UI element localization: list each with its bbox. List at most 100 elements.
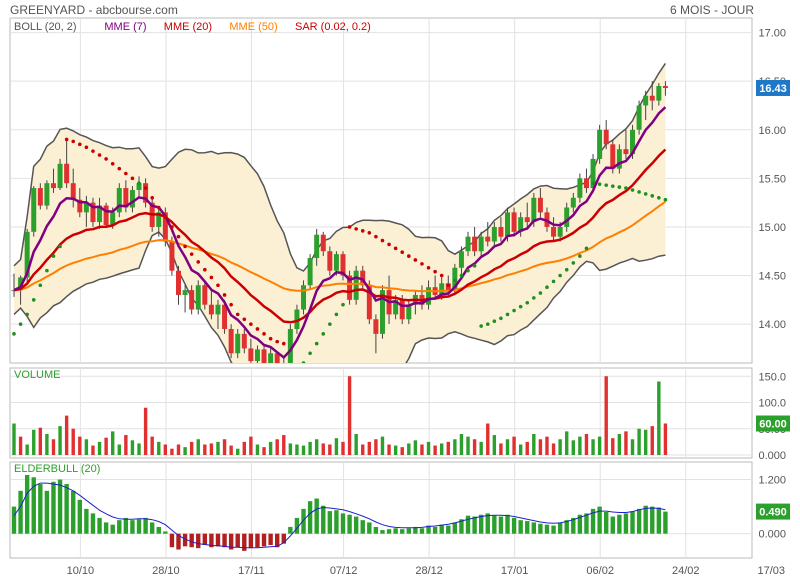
volume-y-tick-label: 100.0 [758, 398, 786, 410]
sar-dot [196, 260, 201, 264]
volume-bar [571, 440, 575, 455]
sar-dot [308, 351, 312, 356]
sar-dot [301, 361, 306, 363]
volume-bar [334, 438, 339, 455]
elderbull-bar [551, 525, 556, 534]
candle-down [623, 149, 629, 155]
elderbull-bar [169, 533, 175, 548]
volume-bar [45, 434, 49, 455]
elderbull-bar [617, 514, 622, 534]
sar-dot [170, 225, 174, 229]
elderbull-bar [44, 490, 50, 534]
sar-dot [45, 268, 49, 273]
elderbull-bar [288, 526, 293, 534]
elderbull-bar [597, 506, 602, 534]
elderbull-bar [130, 520, 135, 534]
sar-dot [268, 336, 273, 341]
elderbull-bar [518, 520, 523, 534]
candle-up [439, 283, 445, 295]
volume-bar [486, 423, 490, 455]
volume-bar [275, 439, 279, 455]
sar-dot [97, 153, 102, 157]
sar-dot [124, 171, 128, 176]
legend-entry: MME (20) [164, 21, 212, 33]
elderbull-bar [393, 528, 398, 534]
last-price-tag-bg [756, 79, 790, 96]
volume-bar [413, 440, 418, 455]
elderbull-panel [9, 461, 753, 559]
elderbull-bar [564, 520, 569, 534]
price-y-tick-label: 16.00 [758, 125, 786, 137]
elderbull-bar [123, 517, 129, 534]
sar-dot [650, 194, 655, 198]
sar-dot [564, 267, 569, 272]
elderbull-bar [485, 513, 490, 534]
elderbull-bar [163, 531, 168, 534]
candle-down [37, 188, 43, 206]
volume-bar [597, 436, 602, 455]
sar-dot [617, 185, 622, 189]
candle-down [603, 129, 609, 145]
elderbull-bar [117, 520, 122, 534]
candle-up [235, 333, 241, 354]
candle-down [537, 197, 543, 213]
sar-dot [354, 227, 358, 231]
elderbull-bar [557, 522, 563, 534]
elderbull-bar [97, 517, 102, 534]
volume-bar [104, 437, 108, 455]
elderbull-bar [400, 529, 405, 534]
volume-bar [532, 434, 536, 455]
x-tick-label: 07/12 [330, 565, 358, 577]
sar-dot [216, 283, 220, 288]
candle-up [577, 178, 583, 198]
volume-bar [51, 439, 56, 455]
candle-up [478, 236, 484, 252]
volume-bar [479, 441, 483, 455]
elderbull-bar [24, 475, 30, 534]
volume-bar [584, 434, 589, 455]
sar-dot [367, 230, 372, 235]
candle-up [465, 236, 471, 252]
elderbull-bar [353, 516, 359, 534]
candle-down [103, 205, 109, 225]
volume-bar [367, 441, 372, 455]
volume-bar [84, 439, 89, 455]
legend-entry: MME (50) [229, 21, 277, 33]
sar-dot [25, 312, 29, 317]
candle-up [406, 304, 412, 320]
period-label[interactable]: 6 MOIS - JOUR [669, 3, 754, 17]
elderbull-bar [663, 511, 668, 534]
volume-bar [321, 443, 325, 455]
sar-dot [479, 324, 483, 328]
candle-down [511, 212, 517, 232]
sar-dot [163, 215, 168, 220]
candle-up [44, 183, 50, 206]
candle-up [333, 254, 339, 271]
volume-bar [354, 434, 358, 455]
candle-up [557, 226, 563, 237]
sar-dot [262, 332, 266, 336]
elderbull-bar [215, 533, 221, 547]
candle-up [182, 290, 188, 295]
volume-bar [440, 443, 444, 455]
candle-down [360, 270, 366, 286]
elderbull-bar [347, 514, 352, 534]
volume-bar [196, 439, 200, 455]
candle-up [505, 212, 510, 237]
candle-down [169, 241, 175, 271]
candle-down [551, 226, 557, 237]
elderbull-bar [472, 516, 477, 534]
volume-bar [189, 441, 194, 455]
sar-dot [426, 265, 431, 270]
elderbull-bar [235, 533, 240, 548]
candle-up [195, 285, 201, 310]
sar-dot [314, 341, 319, 346]
elderbull-bar [577, 514, 583, 534]
elderbull-bar [406, 528, 411, 534]
elderbull-bar [650, 506, 655, 534]
sar-dot [407, 254, 411, 258]
sar-dot [12, 332, 16, 336]
candle-down [222, 304, 228, 329]
sar-dot [459, 273, 464, 278]
volume-bar [341, 441, 345, 455]
